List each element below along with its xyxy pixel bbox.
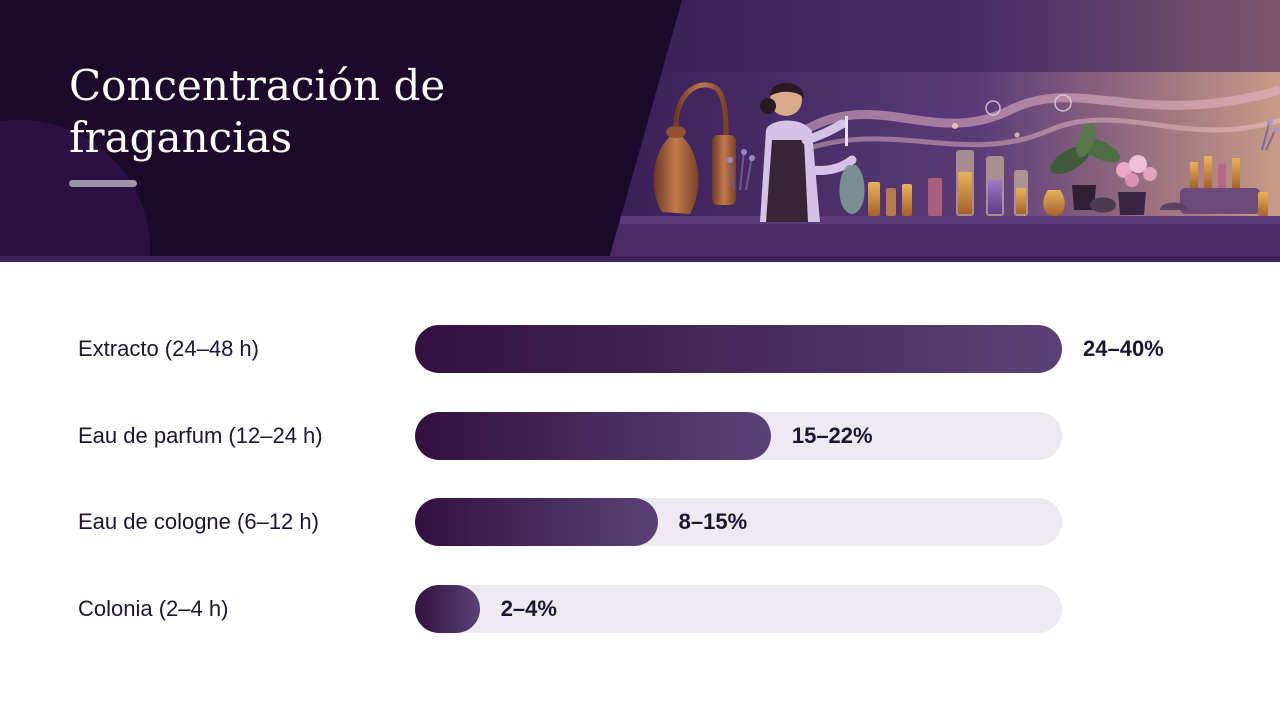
perfumer-lab-illustration xyxy=(608,0,1280,262)
value-label: 2–4% xyxy=(500,595,557,621)
category-label: Eau de cologne (6–12 h) xyxy=(78,509,319,534)
value-label: 15–22% xyxy=(791,422,873,448)
page-title: Concentración de fragancias xyxy=(69,61,446,162)
bar-fill xyxy=(415,411,771,460)
bar-row: Eau de cologne (6–12 h) 8–15% xyxy=(0,498,1280,546)
bar-fill xyxy=(415,584,480,633)
value-label: 24–40% xyxy=(1083,336,1164,361)
bar-track xyxy=(415,584,1062,633)
title-underline xyxy=(69,180,137,187)
bar-fill xyxy=(415,498,658,546)
value-label: 8–15% xyxy=(678,509,748,534)
header-divider xyxy=(0,256,1280,262)
bar-row: Extracto (24–48 h) 24–40% xyxy=(0,325,1280,373)
header-banner: Concentración de fragancias xyxy=(0,0,1280,262)
header-diagonal-mask xyxy=(0,0,682,262)
bar-row: Eau de parfum (12–24 h) 15–22% xyxy=(0,411,1280,460)
category-label: Extracto (24–48 h) xyxy=(78,336,259,361)
bar-row: Colonia (2–4 h) 2–4% xyxy=(0,584,1280,633)
bar-fill xyxy=(415,325,1062,373)
concentration-bar-chart: Extracto (24–48 h) 24–40% Eau de parfum (1… xyxy=(0,300,1280,660)
category-label: Eau de parfum (12–24 h) xyxy=(78,422,323,448)
category-label: Colonia (2–4 h) xyxy=(78,595,229,621)
